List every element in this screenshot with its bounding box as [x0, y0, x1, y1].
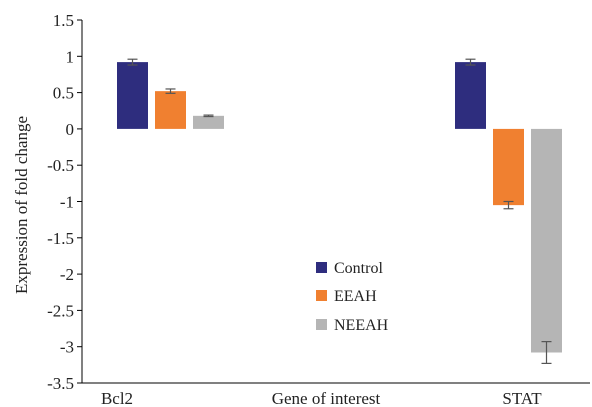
bar-eeah-stat [493, 128, 524, 206]
y-tick-label: -0.5 [47, 156, 74, 175]
legend-label-eeah: EEAH [334, 288, 377, 305]
legend-swatch-eeah [316, 290, 327, 301]
y-tick-label: 0.5 [53, 84, 74, 103]
legend-swatch-neeah [316, 319, 327, 330]
bar-neeah-stat [531, 128, 562, 353]
legend-label-control: Control [334, 260, 383, 277]
legend: Control EEAH NEEAH [316, 260, 389, 334]
y-tick-label: -3.5 [47, 374, 74, 393]
y-tick-label: -2.5 [47, 301, 74, 320]
x-category-label: STAT [502, 389, 542, 407]
y-tick-label: -3 [60, 338, 74, 357]
y-tick-label: 0 [66, 120, 75, 139]
bar-eeah-bcl2 [155, 91, 186, 129]
y-axis-title: Expression of fold change [12, 116, 31, 294]
y-tick-label: 1.5 [53, 11, 74, 30]
y-tick-label: -1 [60, 193, 74, 212]
bars [117, 58, 562, 364]
bar-control-stat [455, 62, 486, 129]
x-axis-title: Gene of interest [272, 389, 381, 407]
y-axis-ticks: 1.5 1 0.5 0 -0.5 -1 -1.5 -2 -2.5 -3 -3.5 [47, 11, 82, 393]
bar-control-bcl2 [117, 62, 148, 129]
x-category-label: Bcl2 [101, 389, 133, 407]
y-tick-label: -2 [60, 265, 74, 284]
y-tick-label: 1 [66, 47, 75, 66]
legend-label-neeah: NEEAH [334, 317, 389, 334]
legend-swatch-control [316, 262, 327, 273]
x-axis-categories: Bcl2 STAT [101, 389, 542, 407]
bar-neeah-bcl2 [193, 115, 224, 129]
y-tick-label: -1.5 [47, 229, 74, 248]
